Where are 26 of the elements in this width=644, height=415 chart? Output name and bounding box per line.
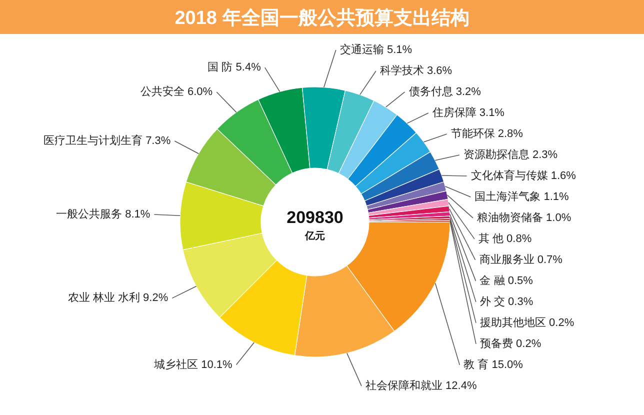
slice-label: 住房保障 3.1% <box>432 106 505 119</box>
slice-label: 金 融 0.5% <box>480 274 534 287</box>
text: 亿元 <box>304 230 325 242</box>
slice-label: 文化体育与传媒 1.6% <box>470 168 576 182</box>
slice-label: 商业服务业 0.7% <box>479 252 563 266</box>
slice-label: 科学技术 3.6% <box>380 64 452 77</box>
slice-label: 国土海洋气象 1.1% <box>474 190 570 203</box>
slice-label: 外 交 0.3% <box>480 294 534 308</box>
slice-label: 医疗卫生与计划生育 7.3% <box>44 134 171 147</box>
slice-label: 农业 林业 水利 9.2% <box>68 291 168 304</box>
slice-label: 粮油物资储备 1.0% <box>476 210 572 224</box>
slice-label: 其 他 0.8% <box>478 232 532 245</box>
slice-label: 资源勘探信息 2.3% <box>463 148 558 161</box>
slice-label: 国 防 5.4% <box>208 60 262 74</box>
slice-label: 公共安全 6.0% <box>140 84 213 98</box>
chart-title: 2018 年全国一般公共预算支出结构 <box>174 7 470 29</box>
slice-label: 债务付息 3.2% <box>408 84 482 98</box>
slice-label: 援助其他地区 0.2% <box>480 316 574 329</box>
slice-label: 交通运输 5.1% <box>340 43 412 56</box>
slice-label: 城乡社区 10.1% <box>153 358 233 371</box>
slice-label: 一般公共服务 8.1% <box>56 207 150 220</box>
slice-label: 预备费 0.2% <box>480 336 542 350</box>
slice-label: 节能环保 2.8% <box>450 126 524 140</box>
slice-label: 教 育 15.0% <box>464 358 524 371</box>
text: 209830 <box>286 208 344 227</box>
slice-label: 社会保障和就业 12.4% <box>365 378 477 392</box>
